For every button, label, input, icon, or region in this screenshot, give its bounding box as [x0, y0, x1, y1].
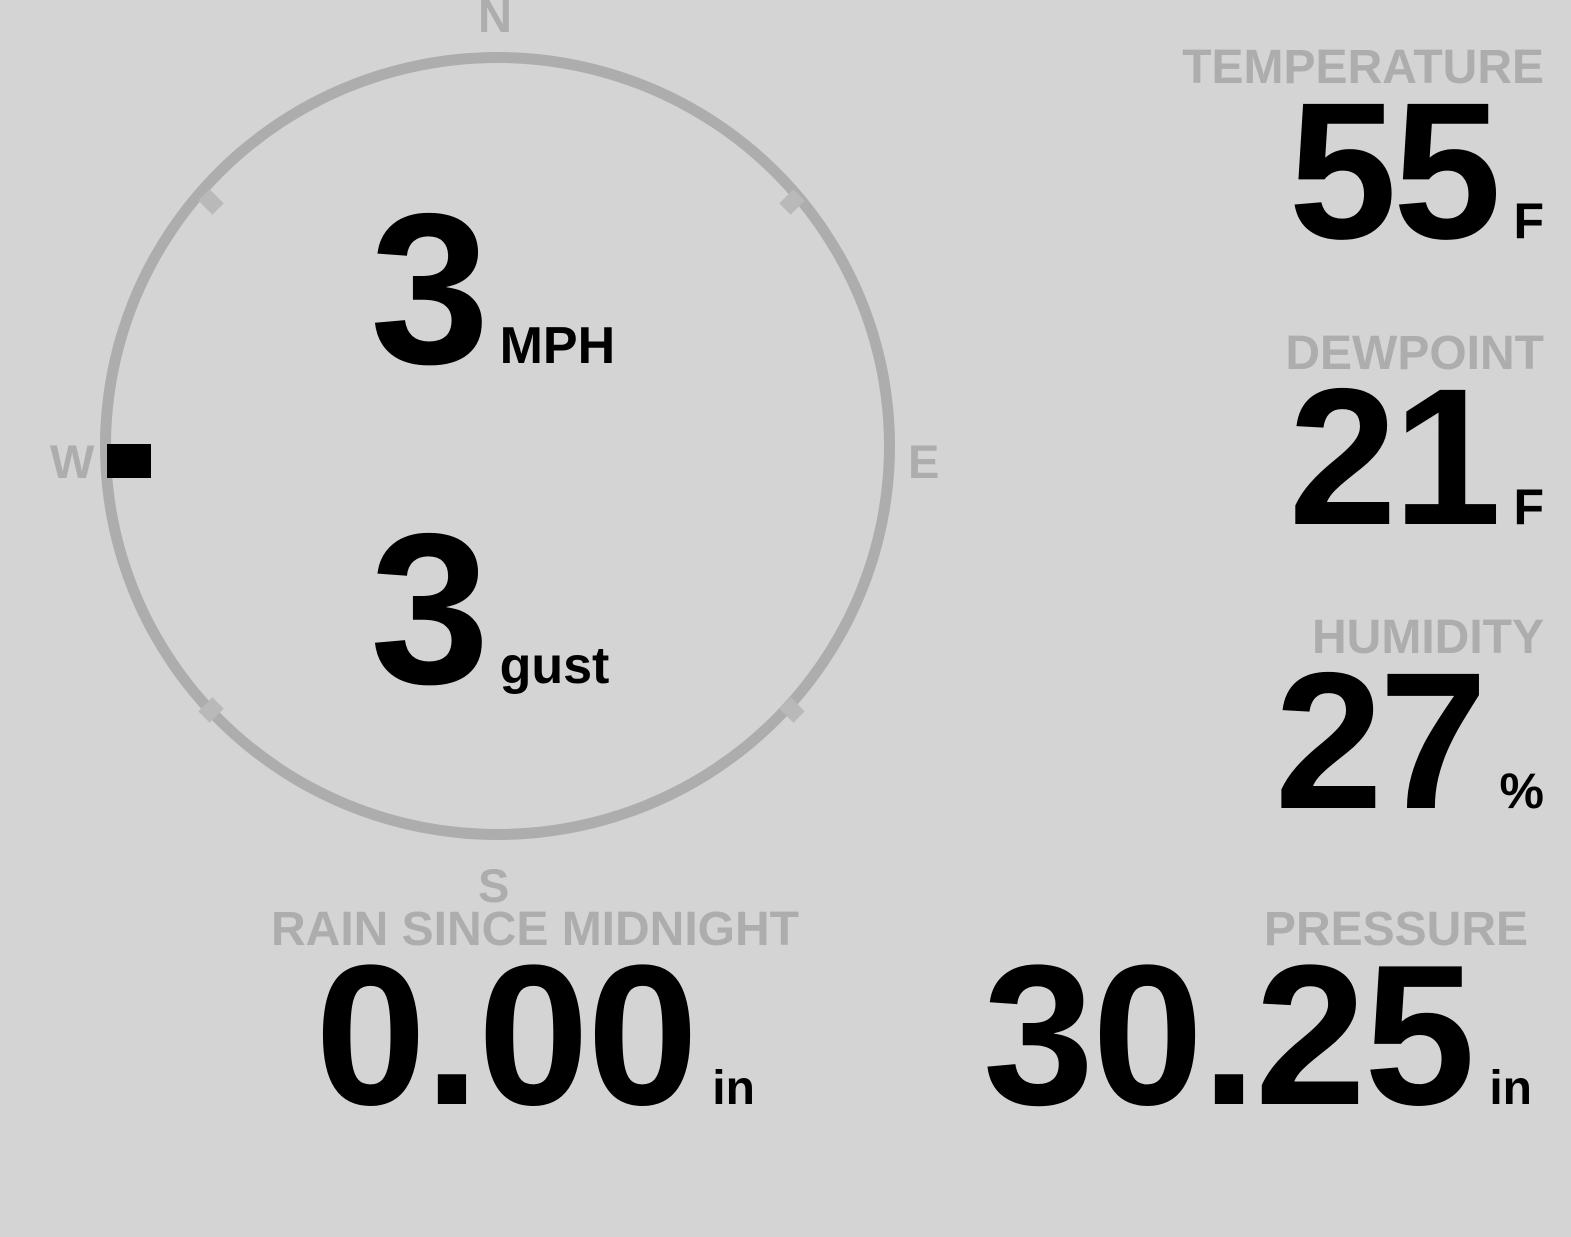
- wind-speed-readout: 3 MPH: [370, 168, 616, 409]
- temperature-label: TEMPERATURE: [1182, 41, 1544, 94]
- humidity-block: HUMIDITY 27 %: [1024, 611, 1544, 850]
- rain-block: RAIN SINCE MIDNIGHT 0.00 in: [250, 903, 820, 1147]
- compass-ring: [100, 52, 895, 840]
- rain-readout: 0.00 in: [250, 924, 820, 1147]
- wind-speed-unit: MPH: [499, 317, 616, 375]
- humidity-label: HUMIDITY: [1312, 611, 1544, 664]
- rain-value: 0.00: [315, 924, 698, 1147]
- temperature-readout: 55 F: [1024, 62, 1544, 280]
- wind-panel: N S W E 3 MPH 3 gust: [0, 0, 1000, 909]
- rain-unit: in: [712, 1062, 755, 1115]
- wind-gust-value: 3: [370, 488, 490, 729]
- dewpoint-label: DEWPOINT: [1285, 327, 1544, 380]
- dewpoint-unit: F: [1513, 479, 1544, 535]
- rain-label: RAIN SINCE MIDNIGHT: [271, 903, 799, 956]
- humidity-readout: 27 %: [1024, 632, 1544, 850]
- wind-speed-value: 3: [370, 168, 490, 409]
- temperature-value: 55: [1288, 62, 1502, 280]
- pressure-label: PRESSURE: [1263, 903, 1528, 956]
- compass-label-east: E: [908, 435, 940, 488]
- temperature-block: TEMPERATURE 55 F: [1024, 41, 1544, 280]
- pressure-readout: 30.25 in: [900, 924, 1540, 1147]
- dewpoint-readout: 21 F: [1024, 348, 1544, 566]
- compass-label-west: W: [50, 435, 95, 488]
- pressure-block: PRESSURE 30.25 in: [900, 903, 1540, 1147]
- pressure-value: 30.25: [982, 924, 1475, 1147]
- compass-label-south: S: [478, 859, 510, 912]
- pressure-unit: in: [1489, 1062, 1532, 1115]
- temperature-unit: F: [1513, 193, 1544, 249]
- dewpoint-value: 21: [1288, 348, 1502, 566]
- humidity-unit: %: [1499, 763, 1544, 819]
- dewpoint-block: DEWPOINT 21 F: [1024, 327, 1544, 566]
- wind-direction-marker: [107, 444, 151, 478]
- wind-gust-readout: 3 gust: [370, 488, 610, 729]
- wind-gust-unit: gust: [499, 637, 610, 695]
- compass-label-north: N: [478, 0, 512, 42]
- humidity-value: 27: [1274, 632, 1488, 850]
